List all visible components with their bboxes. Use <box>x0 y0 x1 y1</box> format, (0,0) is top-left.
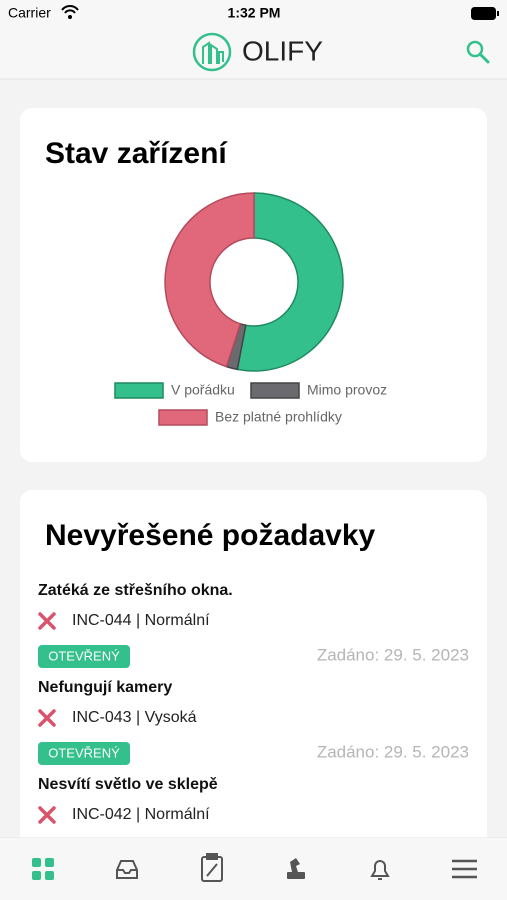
wifi-icon <box>61 5 79 14</box>
legend-label: V pořádku <box>171 382 235 398</box>
tab-notifications[interactable] <box>370 860 390 880</box>
request-title: Nesvítí světlo ve sklepě <box>38 776 218 793</box>
request-date: Zadáno: 29. 5. 2023 <box>317 742 469 761</box>
status-label: OTEVŘENÝ <box>48 745 120 760</box>
search-button[interactable] <box>466 40 490 64</box>
legend-label: Bez platné prohlídky <box>215 409 342 425</box>
donut-slice <box>164 192 255 368</box>
wrench-icon <box>38 806 56 824</box>
tab-inbox[interactable] <box>116 860 138 879</box>
request-title: Nefungují kamery <box>38 679 172 696</box>
tab-tasks[interactable] <box>201 853 223 882</box>
requests-title: Nevyřešené požadavky <box>45 519 376 552</box>
request-code: INC-042 | Normální <box>72 806 210 823</box>
donut <box>164 192 344 372</box>
request-code: INC-044 | Normální <box>72 612 210 629</box>
tab-bar <box>0 838 507 900</box>
status-card <box>20 108 487 462</box>
logo <box>192 32 232 72</box>
legend-label: Mimo provoz <box>307 382 387 398</box>
tab-menu[interactable] <box>452 859 477 879</box>
status-label: OTEVŘENÝ <box>48 648 120 663</box>
request-item[interactable]: Nefungují kamery INC-043 | Vysoká OTEVŘENÝ… <box>38 679 469 765</box>
legend: V pořádku Mimo provoz Bez platné prohlídky <box>114 382 387 426</box>
app-title: OLIFY <box>242 35 323 66</box>
wifi-dot <box>68 15 72 19</box>
tab-dashboard[interactable] <box>32 858 54 880</box>
wrench-icon <box>38 612 56 630</box>
top-bar <box>0 0 507 79</box>
time: 1:32 PM <box>228 5 281 21</box>
chart-title: Stav zařízení <box>45 137 228 170</box>
status-badge <box>38 645 130 668</box>
request-item[interactable]: Zatéká ze střešního okna. INC-044 | Normá… <box>38 582 469 668</box>
battery-tip <box>497 11 499 16</box>
carrier: Carrier <box>8 5 51 21</box>
status-badge <box>38 742 130 765</box>
request-code: INC-043 | Vysoká <box>72 709 197 726</box>
requests-card <box>20 490 487 870</box>
battery <box>471 7 496 20</box>
request-title: Zatéká ze střešního okna. <box>38 582 233 599</box>
legend-swatch <box>250 382 300 399</box>
wrench-icon <box>38 709 56 727</box>
legend-swatch <box>114 382 164 399</box>
tab-devices[interactable] <box>287 858 305 879</box>
request-date: Zadáno: 29. 5. 2023 <box>317 645 469 664</box>
donut-slice <box>236 192 344 372</box>
legend-swatch <box>158 409 208 426</box>
